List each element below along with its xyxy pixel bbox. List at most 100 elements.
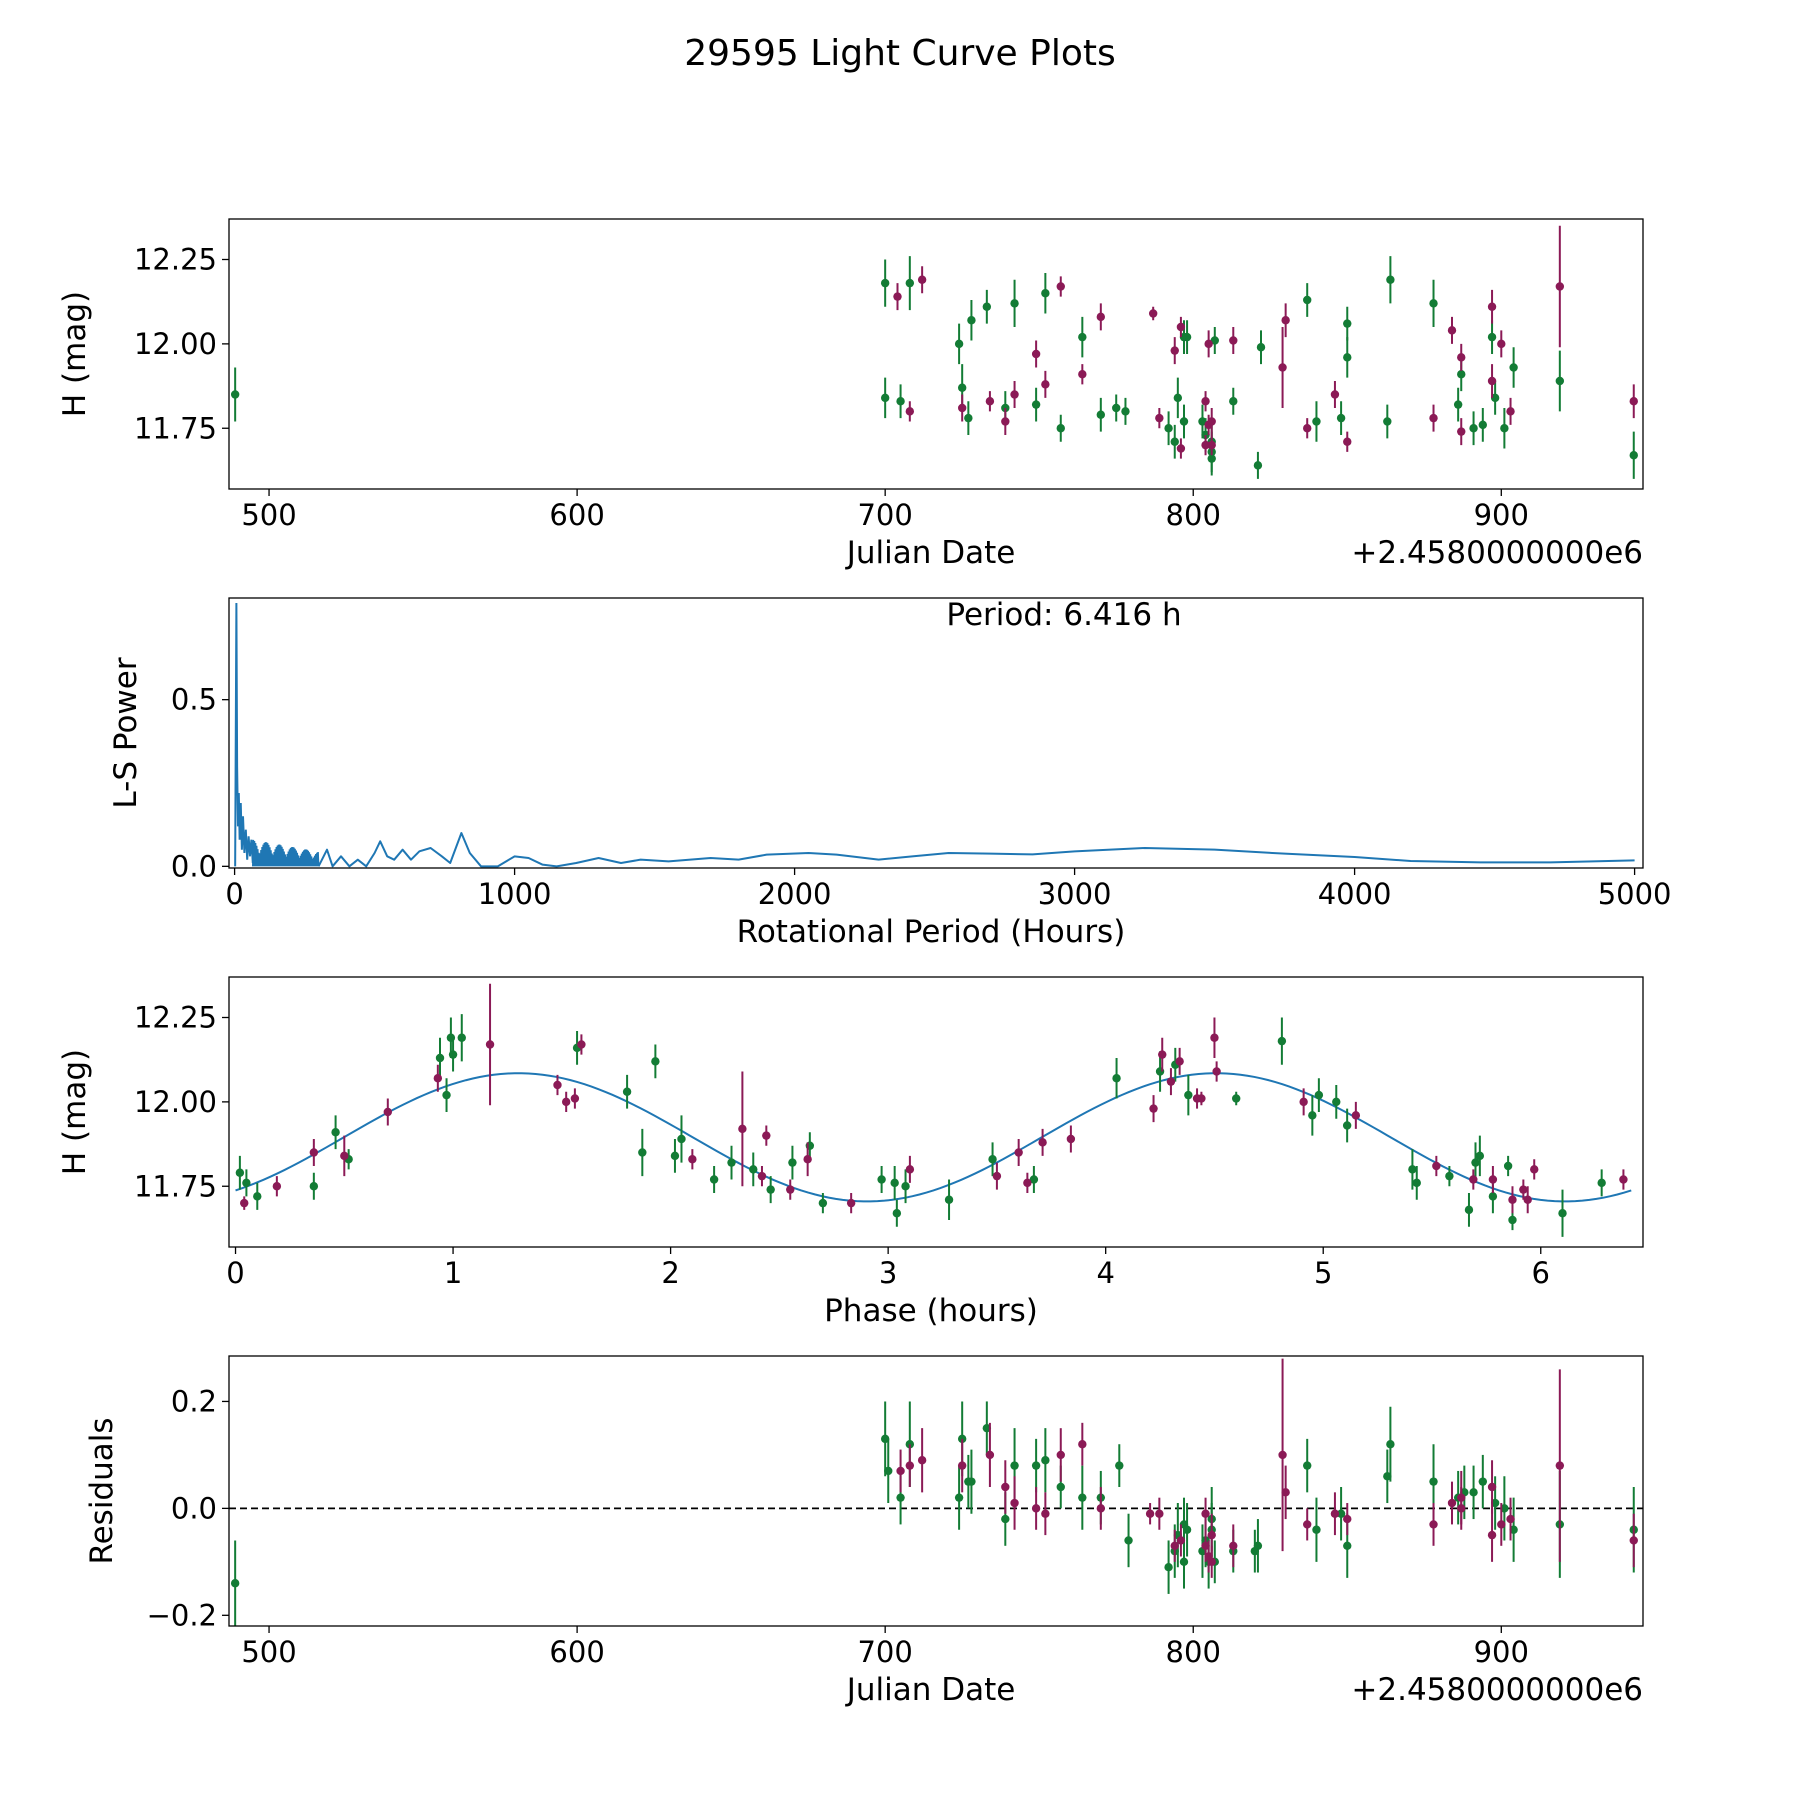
data-point: [1500, 424, 1509, 433]
data-point: [670, 1151, 680, 1161]
data-point: [1469, 1488, 1478, 1497]
data-point: [890, 1178, 899, 1188]
data-point: [892, 1209, 902, 1218]
x-tick-label: 5000: [1598, 877, 1672, 911]
x-tick-label: 700: [857, 1635, 912, 1669]
data-point: [1229, 336, 1238, 345]
data-point: [1158, 1050, 1167, 1059]
x-tick-label: 5: [1314, 1256, 1332, 1290]
data-point: [1487, 332, 1497, 342]
data-point: [1121, 407, 1130, 416]
series-green: [230, 256, 1638, 479]
data-point: [1629, 1536, 1638, 1545]
data-point: [242, 1178, 251, 1188]
data-point: [709, 1175, 719, 1184]
x-tick-label: 800: [1166, 1635, 1221, 1669]
y-tick-label: 11.75: [134, 411, 217, 445]
data-point: [1332, 1097, 1341, 1107]
x-axis-label: Julian Date: [845, 535, 1016, 571]
data-point: [1112, 403, 1121, 413]
data-point: [1314, 1090, 1324, 1100]
data-point: [253, 1192, 262, 1201]
data-point: [1506, 407, 1515, 416]
data-point: [1179, 1557, 1189, 1567]
axes-frame: [228, 1355, 1644, 1627]
data-point: [757, 1171, 767, 1181]
data-point: [651, 1057, 660, 1066]
data-point: [905, 1461, 915, 1470]
data-point: [1207, 417, 1216, 426]
data-point: [1056, 1450, 1065, 1460]
axes-frame: [228, 597, 1644, 869]
data-point: [1629, 397, 1638, 406]
data-point: [1173, 393, 1183, 403]
data-point: [1303, 424, 1312, 433]
data-point: [1629, 451, 1638, 460]
data-point: [688, 1155, 697, 1164]
data-point: [1555, 376, 1565, 386]
data-point: [1303, 1461, 1312, 1470]
data-point: [435, 1053, 445, 1063]
y-axis-label: L-S Power: [108, 657, 144, 808]
data-point: [1478, 1477, 1488, 1486]
data-point: [1056, 1482, 1065, 1492]
data-point: [1155, 1509, 1164, 1518]
x-tick-label: 600: [549, 1635, 604, 1669]
data-point: [1488, 1175, 1498, 1184]
data-point: [433, 1074, 443, 1083]
data-point: [905, 1165, 915, 1174]
data-point: [1001, 417, 1010, 426]
x-offset-label: +2.4580000000e6: [1351, 535, 1643, 571]
data-point: [1555, 1461, 1565, 1470]
data-point: [1487, 1482, 1497, 1492]
data-point: [1597, 1178, 1606, 1188]
data-point: [1212, 1067, 1221, 1076]
series-purple: [240, 983, 1628, 1214]
data-point: [1207, 1557, 1216, 1567]
data-point: [1343, 1541, 1352, 1551]
data-point: [457, 1033, 466, 1042]
data-point: [1457, 427, 1466, 436]
data-point: [1145, 1509, 1155, 1518]
x-tick-label: 500: [241, 498, 296, 532]
data-point: [1210, 1033, 1219, 1042]
y-tick-label: 11.75: [134, 1169, 217, 1203]
data-point: [1253, 461, 1263, 470]
data-point: [309, 1148, 319, 1157]
data-point: [749, 1165, 758, 1174]
x-tick-label: 3: [879, 1256, 897, 1290]
data-point: [1170, 346, 1179, 355]
data-point: [331, 1128, 340, 1137]
data-point: [880, 278, 890, 288]
data-point: [1096, 410, 1106, 419]
data-point: [1506, 1514, 1515, 1524]
data-point: [846, 1198, 856, 1208]
data-point: [901, 1182, 910, 1191]
data-point: [1343, 353, 1352, 362]
y-tick-label: 12.00: [134, 327, 217, 361]
data-point: [1201, 397, 1210, 406]
data-point: [1031, 1504, 1041, 1513]
data-point: [230, 1579, 240, 1588]
data-point: [1176, 1536, 1186, 1545]
data-point: [1487, 376, 1497, 386]
x-axis-label: Rotational Period (Hours): [737, 914, 1126, 950]
data-point: [985, 397, 995, 406]
ls-peak-line: [234, 602, 254, 867]
data-point: [1429, 1477, 1438, 1486]
plot-area: [235, 983, 1632, 1237]
data-point: [803, 1155, 812, 1164]
panel-lc: 500 600 700 800 900 11.75 12.00 12.25 Julian Dat…: [57, 218, 1644, 571]
data-point: [896, 397, 905, 406]
x-tick-label: 4000: [1318, 877, 1392, 911]
data-point: [1096, 312, 1106, 322]
data-point: [1412, 1178, 1421, 1188]
x-tick-label: 6: [1532, 1256, 1550, 1290]
data-point: [1530, 1165, 1539, 1174]
data-point: [1343, 319, 1352, 328]
data-point: [1432, 1161, 1441, 1171]
data-point: [1056, 424, 1065, 433]
data-point: [1124, 1536, 1133, 1545]
